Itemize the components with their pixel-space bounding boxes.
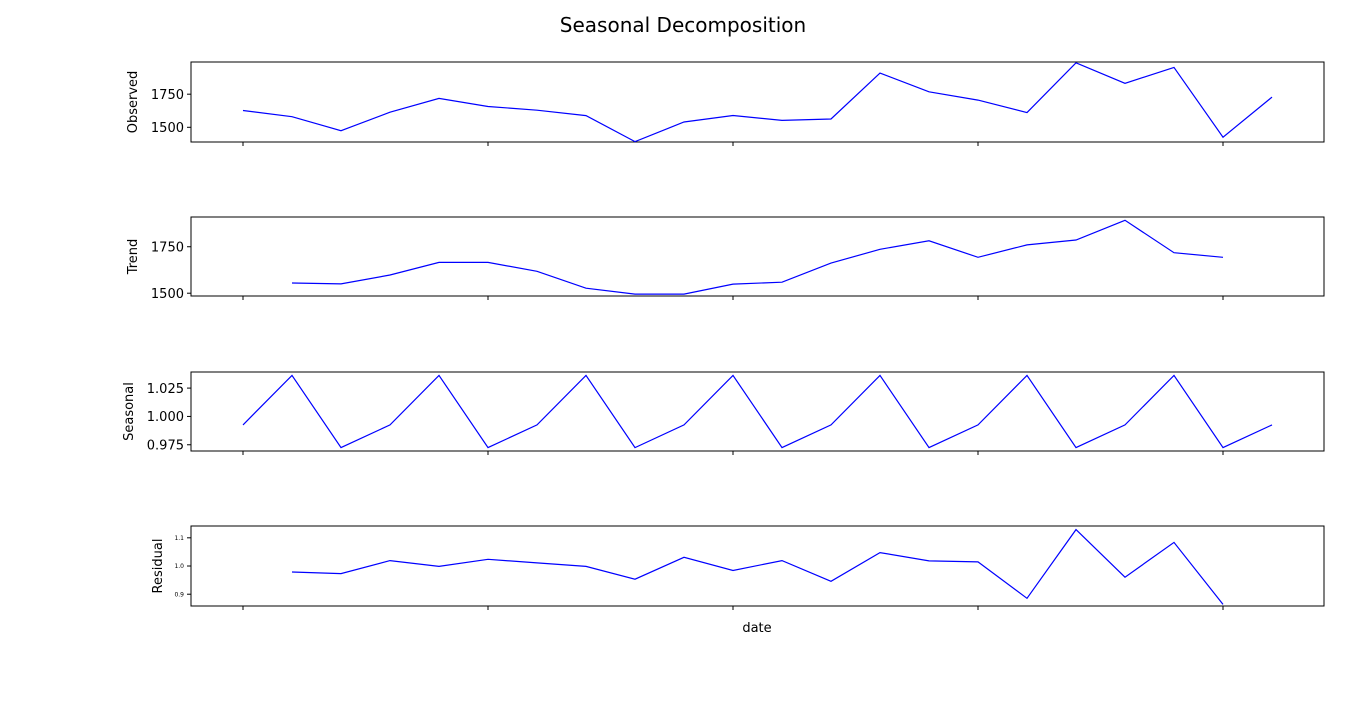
seasonal-y-tick-label-2: 1.025	[147, 382, 184, 397]
x-axis-label: date	[742, 621, 771, 636]
observed-y-tick-label-1: 1750	[151, 88, 184, 103]
trend-y-tick-label-0: 1500	[151, 287, 184, 302]
observed-series-line	[242, 62, 1273, 143]
seasonal-axes-frame	[190, 371, 1325, 452]
trend-axes-frame	[190, 216, 1325, 297]
observed-axes-frame	[190, 61, 1325, 143]
residual-y-tick-label-2: 1.1	[174, 535, 184, 542]
seasonal-series-line	[242, 374, 1273, 449]
seasonal-y-tick-label-0: 0.975	[147, 438, 184, 453]
residual-series-line	[291, 528, 1224, 605]
residual-y-tick-label-0: 0.9	[174, 591, 184, 598]
chart-title: Seasonal Decomposition	[560, 13, 806, 37]
residual-y-tick-label-1: 1.0	[174, 563, 184, 570]
trend-y-axis-label: Trend	[126, 239, 141, 276]
trend-y-tick-label-1: 1750	[151, 240, 184, 255]
observed-y-axis-label: Observed	[126, 71, 141, 134]
residual-y-axis-label: Residual	[151, 539, 166, 594]
seasonal-y-axis-label: Seasonal	[122, 382, 137, 441]
trend-series-line	[291, 219, 1224, 295]
observed-y-tick-label-0: 1500	[151, 121, 184, 136]
seasonal-y-tick-label-1: 1.000	[147, 410, 184, 425]
